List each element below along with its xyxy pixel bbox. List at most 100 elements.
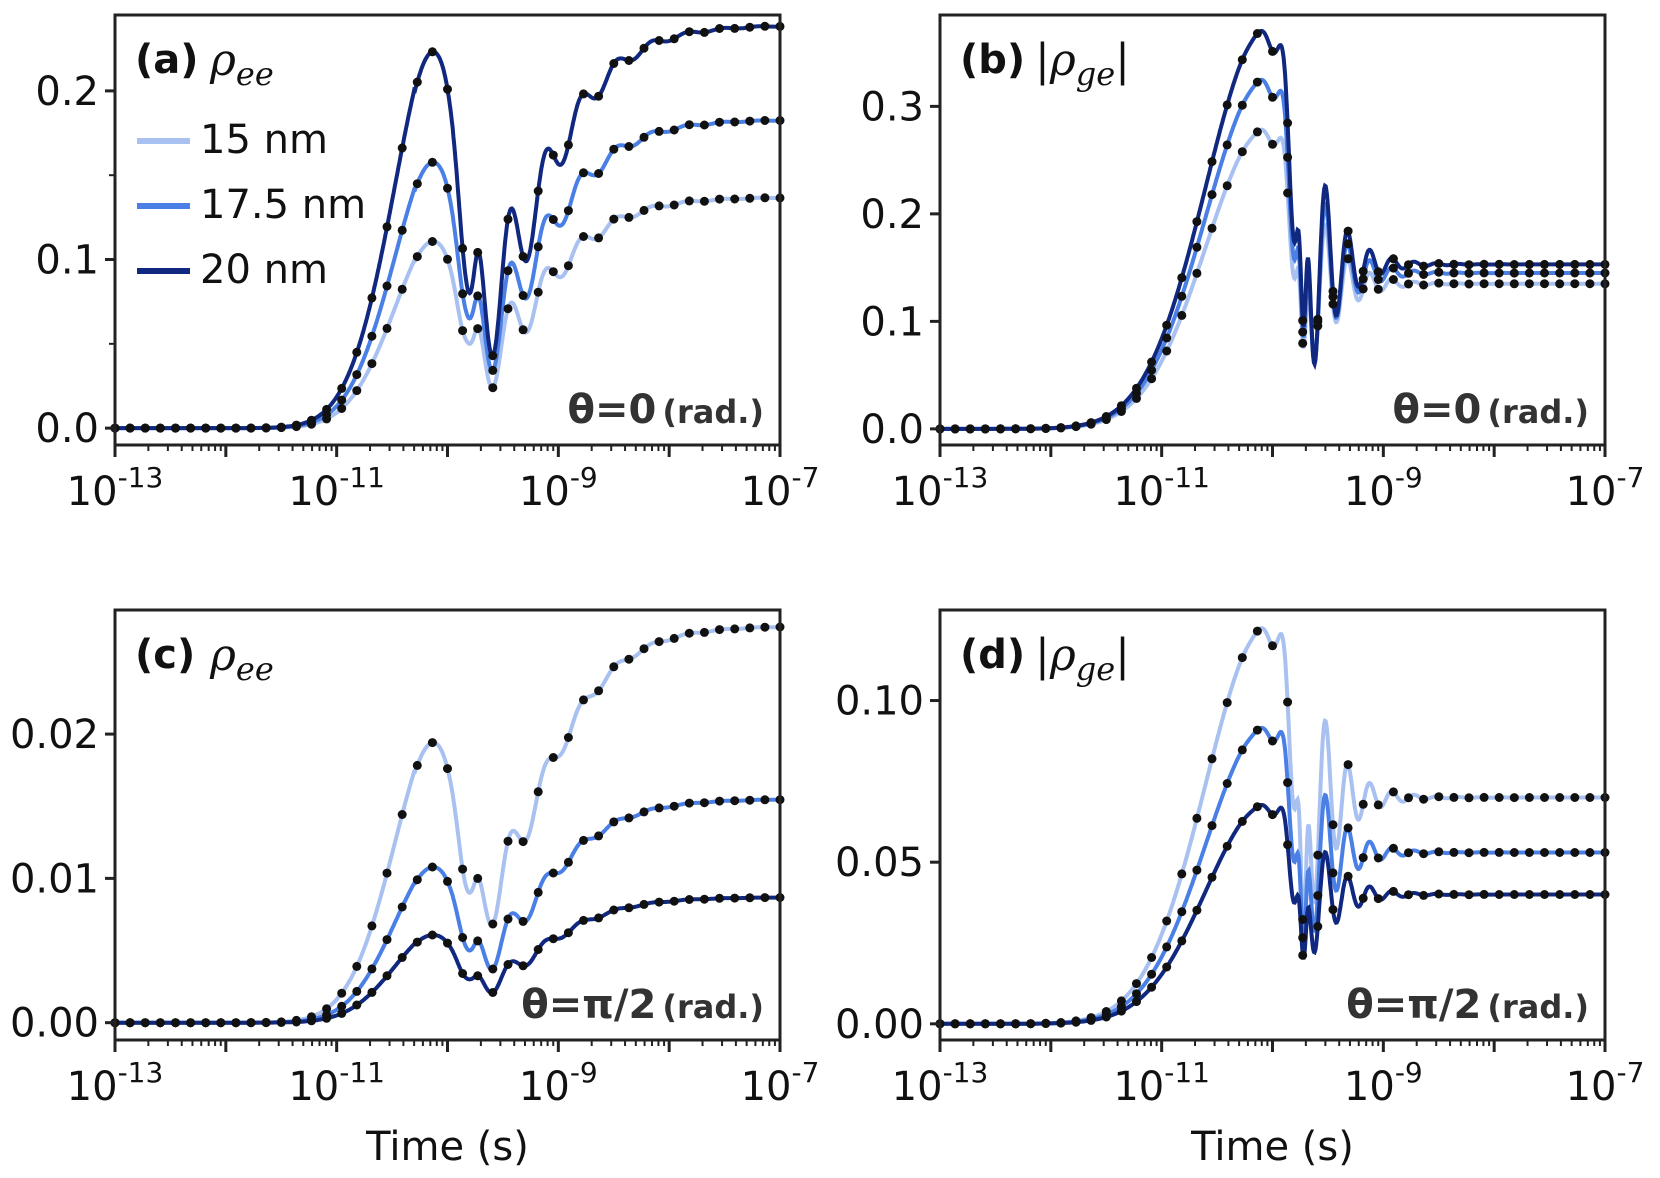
data-marker <box>609 662 619 672</box>
data-marker <box>1237 653 1247 663</box>
panel-label: (b) <box>960 37 1025 83</box>
data-marker <box>1283 152 1293 162</box>
data-marker <box>1177 869 1187 879</box>
data-marker <box>1207 157 1217 167</box>
data-marker <box>579 168 588 178</box>
x-tick-exponent: -7 <box>1616 461 1644 494</box>
data-marker <box>654 803 664 813</box>
x-tick-exponent: -9 <box>570 461 598 494</box>
data-marker <box>201 423 211 433</box>
data-marker <box>684 27 694 37</box>
x-tick-label: 10-7 <box>1566 461 1645 515</box>
data-marker <box>1388 254 1398 264</box>
x-tick-exponent: -13 <box>118 1056 164 1089</box>
data-marker <box>1313 850 1323 860</box>
data-marker <box>1011 424 1021 434</box>
subscript: ee <box>236 55 274 93</box>
y-tick-label: 0.0 <box>860 407 924 453</box>
data-marker <box>669 801 679 811</box>
x-tick-base: 10 <box>1113 469 1164 515</box>
data-marker <box>246 1018 256 1028</box>
data-marker <box>1298 915 1308 924</box>
data-marker <box>1494 259 1504 269</box>
x-tick-exponent: -9 <box>570 1056 598 1089</box>
data-marker <box>669 125 679 135</box>
data-marker <box>609 59 619 68</box>
data-marker <box>1373 800 1383 810</box>
data-marker <box>1207 872 1217 882</box>
data-marker <box>1404 260 1413 270</box>
data-marker <box>699 627 709 637</box>
x-tick-base: 10 <box>288 1064 339 1110</box>
data-marker <box>1449 268 1459 278</box>
data-marker <box>715 24 724 33</box>
data-marker <box>639 807 649 817</box>
data-marker <box>367 921 377 931</box>
data-marker <box>1177 936 1187 946</box>
data-marker <box>1494 793 1504 802</box>
data-marker <box>337 1001 347 1011</box>
data-marker <box>1373 275 1383 284</box>
data-marker <box>458 243 468 253</box>
data-marker <box>488 383 498 393</box>
x-tick-exponent: -11 <box>1164 1056 1210 1089</box>
data-marker <box>201 1018 211 1028</box>
data-marker <box>609 817 619 827</box>
data-marker <box>140 1018 150 1028</box>
data-marker <box>427 157 437 167</box>
data-marker <box>1101 412 1111 421</box>
series-line-17.5-nm <box>940 77 1605 431</box>
data-marker <box>1207 223 1217 233</box>
data-marker <box>1026 1019 1036 1029</box>
x-tick-label: 10-11 <box>1113 1056 1210 1110</box>
data-marker <box>1358 284 1368 294</box>
data-marker <box>488 365 498 375</box>
y-tick-label: 0.02 <box>10 712 99 758</box>
data-marker <box>1268 46 1277 56</box>
data-marker <box>1479 259 1489 269</box>
y-tick-label: 0.2 <box>35 69 99 115</box>
angle-value: θ=0 <box>567 387 656 433</box>
data-marker <box>1555 793 1565 802</box>
y-tick-label: 0.10 <box>835 679 924 725</box>
data-marker <box>458 933 468 942</box>
data-marker <box>412 760 422 770</box>
data-marker <box>412 875 422 885</box>
data-marker <box>1388 843 1398 853</box>
data-marker <box>140 423 150 433</box>
data-marker <box>427 930 437 940</box>
data-marker <box>1132 989 1141 999</box>
data-marker <box>322 1004 332 1014</box>
data-marker <box>669 34 679 44</box>
data-marker <box>1509 268 1519 278</box>
x-tick-exponent: -7 <box>791 1056 819 1089</box>
data-marker <box>715 796 724 806</box>
data-marker <box>1540 259 1549 269</box>
x-tick-base: 10 <box>1344 1064 1395 1110</box>
data-marker <box>699 894 709 904</box>
data-marker <box>639 132 649 142</box>
data-marker <box>503 266 513 276</box>
data-marker <box>1585 890 1595 899</box>
data-marker <box>730 796 740 806</box>
rho: ρ <box>1049 630 1076 681</box>
data-marker <box>1192 905 1202 915</box>
data-marker <box>1479 792 1489 802</box>
data-marker <box>1192 217 1202 227</box>
y-tick-label: 0.0 <box>35 406 99 452</box>
data-marker <box>624 903 634 913</box>
data-marker <box>609 214 619 224</box>
data-marker <box>1041 1019 1051 1028</box>
data-marker <box>1268 810 1277 820</box>
x-tick-label: 10-13 <box>67 1056 164 1110</box>
data-marker <box>563 206 573 216</box>
x-tick-label: 10-11 <box>288 461 385 515</box>
data-marker <box>760 116 770 125</box>
data-marker <box>1494 847 1504 857</box>
data-marker <box>503 304 513 314</box>
data-marker <box>1404 279 1413 289</box>
data-marker <box>1524 279 1534 289</box>
data-marker <box>246 423 256 433</box>
data-marker <box>367 293 377 303</box>
